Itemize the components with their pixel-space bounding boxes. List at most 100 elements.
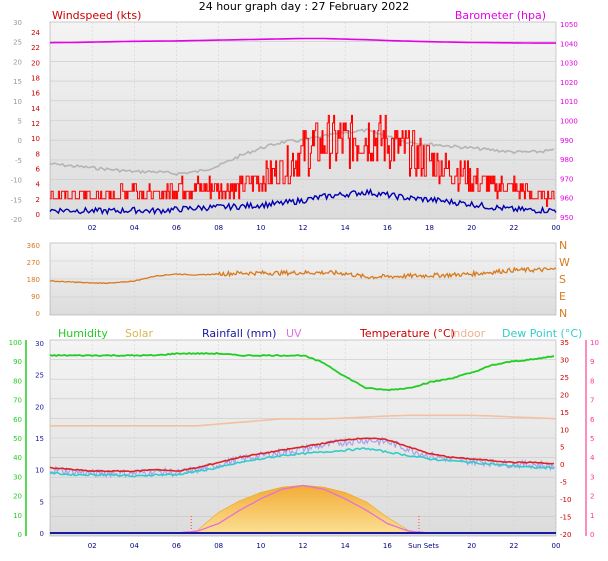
- y-tick-label: 4: [36, 181, 41, 189]
- y-tick-label: 14: [31, 105, 40, 113]
- x-tick-label: 18: [425, 224, 434, 232]
- y-tick-label: 3: [590, 473, 594, 481]
- temperature-legend: Temperature (°C): [359, 327, 455, 340]
- y-tick-label: 0: [18, 137, 22, 145]
- y-tick-label: -5: [560, 479, 567, 487]
- y-tick-label: 1010: [560, 98, 578, 106]
- y-tick-label: 360: [27, 242, 40, 250]
- y-tick-label: 180: [27, 276, 40, 284]
- barometer-line: [49, 37, 556, 44]
- y-tick-label: 30: [35, 340, 44, 348]
- y-tick-label: 10: [31, 135, 40, 143]
- y-tick-label: 1: [590, 512, 594, 520]
- y-tick-label: 1000: [560, 118, 578, 126]
- y-tick-label: 0: [40, 530, 44, 538]
- dewpoint-line: [49, 447, 555, 478]
- y-tick-label: 950: [560, 214, 573, 222]
- y-tick-label: 20: [13, 493, 22, 501]
- x-tick-label: 02: [88, 542, 97, 550]
- y-tick-label: 16: [31, 90, 40, 98]
- x-tick-label: 22: [509, 224, 518, 232]
- x-tick-label: 06: [172, 542, 181, 550]
- x-tick-label: 06: [172, 224, 181, 232]
- temperature-line: [49, 437, 554, 473]
- y-tick-label: 15: [560, 409, 569, 417]
- y-tick-label: 10: [560, 426, 569, 434]
- y-tick-label: 15: [35, 435, 44, 443]
- y-tick-label: -5: [15, 157, 22, 165]
- direction-line: [49, 266, 557, 285]
- x-tick-label: 00: [552, 224, 561, 232]
- x-tick-label: 14: [341, 542, 350, 550]
- y-tick-label: 15: [13, 78, 22, 86]
- y-tick-label: 35: [560, 339, 569, 347]
- y-tick-label: 30: [13, 19, 22, 27]
- y-tick-label: 1020: [560, 79, 578, 87]
- x-tick-label: 02: [88, 224, 97, 232]
- x-tick-label: 20: [467, 224, 476, 232]
- compass-label: N: [559, 239, 567, 252]
- y-tick-label: 8: [36, 150, 40, 158]
- y-tick-label: 0: [18, 531, 22, 539]
- y-tick-label: 22: [31, 44, 40, 52]
- y-tick-label: -10: [560, 496, 571, 504]
- indoor-line: [50, 414, 557, 427]
- graph-title: 24 hour graph day : 27 February 2022: [199, 0, 410, 13]
- y-tick-label: 20: [13, 58, 22, 66]
- y-tick-label: 60: [13, 416, 22, 424]
- x-tick-label: 16: [383, 224, 392, 232]
- x-tick-label: 04: [130, 224, 139, 232]
- y-tick-label: 5: [560, 444, 564, 452]
- y-tick-label: 100: [9, 339, 22, 347]
- y-tick-label: 10: [13, 98, 22, 106]
- windspeed-legend: Windspeed (kts): [52, 9, 141, 22]
- y-tick-label: 5: [18, 118, 22, 126]
- y-tick-label: 1030: [560, 60, 578, 68]
- y-tick-label: 9: [590, 358, 594, 366]
- y-tick-label: 90: [31, 293, 40, 301]
- y-tick-label: 0: [590, 531, 594, 539]
- y-tick-label: 10: [13, 512, 22, 520]
- y-tick-label: 12: [31, 120, 40, 128]
- y-tick-label: -10: [11, 177, 22, 185]
- y-tick-label: 40: [13, 454, 22, 462]
- uv-legend: UV: [286, 327, 302, 340]
- y-tick-label: 25: [560, 374, 569, 382]
- y-tick-label: 1040: [560, 40, 578, 48]
- y-tick-label: 0: [560, 461, 564, 469]
- dewpoint-legend: Dew Point (°C): [502, 327, 582, 340]
- y-tick-label: 0: [36, 211, 40, 219]
- y-tick-label: 4: [590, 454, 595, 462]
- y-tick-label: 8: [590, 377, 594, 385]
- y-tick-label: 0: [36, 310, 40, 318]
- y-tick-label: 50: [13, 435, 22, 443]
- y-tick-label: 2: [36, 196, 40, 204]
- x-tick-label: 10: [256, 224, 265, 232]
- y-tick-label: 70: [13, 397, 22, 405]
- gust-line: [50, 114, 555, 207]
- y-tick-label: 5: [40, 498, 44, 506]
- y-tick-label: 80: [13, 377, 22, 385]
- x-tick-label: 10: [256, 542, 265, 550]
- y-tick-label: 20: [560, 391, 569, 399]
- y-tick-label: 30: [13, 473, 22, 481]
- y-tick-label: 24: [31, 29, 40, 37]
- x-tick-label: 08: [214, 542, 223, 550]
- y-tick-label: -20: [11, 216, 22, 224]
- compass-label: E: [559, 290, 566, 303]
- wind-avg-line: [49, 187, 557, 216]
- x-tick-label: 16: [383, 542, 392, 550]
- y-tick-label: -20: [560, 531, 571, 539]
- apparent-temp-line: [49, 436, 556, 479]
- y-tick-label: 990: [560, 137, 573, 145]
- y-tick-label: 960: [560, 195, 573, 203]
- y-tick-label: 1050: [560, 21, 578, 29]
- y-tick-label: 270: [27, 259, 40, 267]
- x-tick-label: Sun Sets: [408, 542, 439, 550]
- y-tick-label: 6: [590, 416, 595, 424]
- y-tick-label: -15: [11, 196, 22, 204]
- y-tick-label: 980: [560, 156, 573, 164]
- y-tick-label: 970: [560, 175, 573, 183]
- compass-label: W: [559, 256, 570, 269]
